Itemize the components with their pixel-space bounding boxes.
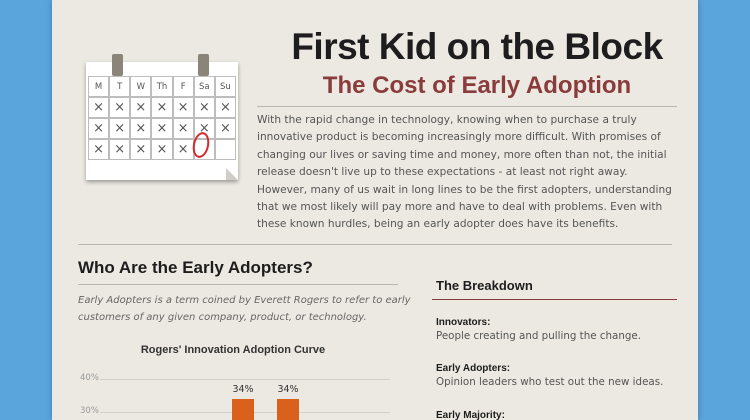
cross-mark-icon: ×: [177, 121, 189, 136]
calendar-day-cell: ×: [214, 97, 236, 118]
calendar-clip-right: [198, 54, 209, 76]
calendar-day-cell: ×: [151, 139, 173, 160]
calendar-clip-left: [112, 54, 123, 76]
cross-mark-icon: ×: [156, 100, 168, 115]
calendar-day-header: Th: [151, 76, 173, 97]
breakdown-item-innovators: Innovators: People creating and pulling …: [436, 317, 686, 342]
page-title: First Kid on the Block: [291, 26, 663, 67]
calendar-day-cell: ×: [88, 118, 110, 139]
cross-mark-icon: ×: [93, 100, 105, 115]
y-tick-label: 30%: [80, 406, 99, 416]
y-tick-label: 40%: [80, 373, 99, 383]
cross-mark-icon: ×: [135, 121, 147, 136]
cross-mark-icon: ×: [198, 100, 210, 115]
cross-mark-icon: ×: [219, 121, 231, 136]
calendar-page-fold: [226, 168, 238, 180]
chart-bar: [232, 398, 254, 420]
breakdown-rule: [432, 299, 677, 300]
cross-mark-icon: ×: [219, 100, 231, 115]
calendar-day-cell: ×: [88, 139, 110, 160]
calendar-day-cell: ×: [130, 139, 152, 160]
cross-mark-icon: ×: [114, 100, 126, 115]
calendar-day-header: T: [109, 76, 131, 97]
cross-mark-icon: ×: [93, 121, 105, 136]
infographic-panel: M T W Th F Sa Su × × × × × × × × × × × × × × × × × × × First Kid …: [52, 0, 698, 420]
calendar-day-cell: ×: [151, 118, 173, 139]
cross-mark-icon: ×: [135, 142, 147, 157]
breakdown-title: The Breakdown: [436, 278, 533, 293]
early-adopters-definition: Early Adopters is a term coined by Evere…: [78, 295, 411, 323]
cross-mark-icon: ×: [156, 142, 168, 157]
cross-mark-icon: ×: [93, 142, 105, 157]
calendar-grid: M T W Th F Sa Su × × × × × × × × × × × × × × × × × × ×: [88, 76, 236, 160]
cross-mark-icon: ×: [114, 121, 126, 136]
calendar-day-cell: ×: [151, 97, 173, 118]
title-divider: [257, 106, 677, 107]
breakdown-item-early-adopters: Early Adopters: Opinion leaders who test…: [436, 363, 686, 388]
calendar-day-cell: ×: [172, 139, 194, 160]
calendar-day-header: M: [88, 76, 110, 97]
chart-title: Rogers' Innovation Adoption Curve: [140, 344, 326, 356]
calendar-day-cell: ×: [214, 118, 236, 139]
page-subtitle: The Cost of Early Adoption: [322, 72, 632, 99]
intro-paragraph: With the rapid change in technology, kno…: [257, 114, 672, 231]
chart-bar: [277, 398, 299, 420]
calendar-day-cell: [193, 139, 215, 160]
breakdown-item-name: Early Majority:: [436, 410, 505, 420]
calendar-day-header: W: [130, 76, 152, 97]
cross-mark-icon: ×: [177, 142, 189, 157]
calendar-day-header: Sa: [193, 76, 215, 97]
calendar-day-cell: [214, 139, 236, 160]
bar-data-label: 34%: [232, 383, 254, 395]
cross-mark-icon: ×: [135, 100, 147, 115]
cross-mark-icon: ×: [198, 121, 210, 136]
calendar-illustration: M T W Th F Sa Su × × × × × × × × × × × × × × × × × × ×: [86, 54, 238, 180]
calendar-day-header: F: [172, 76, 194, 97]
calendar-day-header: Su: [214, 76, 236, 97]
breakdown-item-desc: Opinion leaders who test out the new ide…: [436, 376, 664, 388]
bar-data-label: 34%: [277, 383, 299, 395]
calendar-day-cell: ×: [193, 97, 215, 118]
cross-mark-icon: ×: [177, 100, 189, 115]
section-heading: Who Are the Early Adopters?: [78, 258, 313, 277]
cross-mark-icon: ×: [114, 142, 126, 157]
calendar-day-cell: ×: [130, 118, 152, 139]
calendar-day-cell: ×: [109, 118, 131, 139]
calendar-day-cell: ×: [193, 118, 215, 139]
calendar-day-cell: ×: [172, 97, 194, 118]
cross-mark-icon: ×: [156, 121, 168, 136]
calendar-day-cell: ×: [88, 97, 110, 118]
breakdown-item-name: Early Adopters:: [436, 363, 511, 374]
breakdown-item-early-majority: Early Majority:: [436, 410, 686, 420]
section-heading-rule: [78, 284, 398, 285]
calendar-day-cell: ×: [172, 118, 194, 139]
breakdown-item-desc: People creating and pulling the change.: [436, 330, 641, 342]
breakdown-item-name: Innovators:: [436, 317, 491, 328]
section-divider: [78, 244, 672, 245]
calendar-day-cell: ×: [109, 139, 131, 160]
gridline: [100, 379, 390, 380]
calendar-day-cell: ×: [109, 97, 131, 118]
calendar-day-cell: ×: [130, 97, 152, 118]
